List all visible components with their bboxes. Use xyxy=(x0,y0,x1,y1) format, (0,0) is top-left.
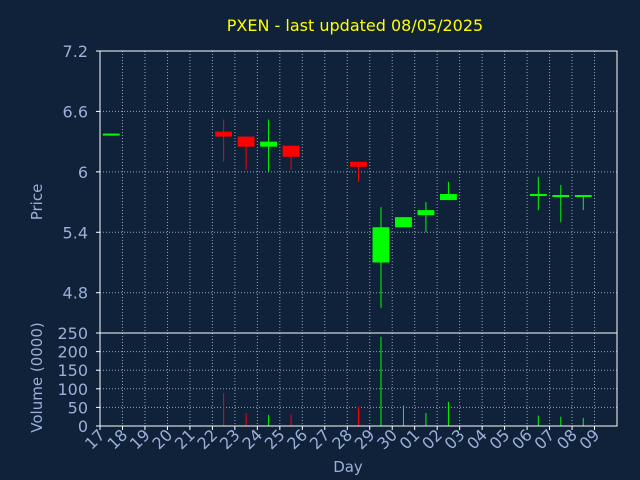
candle-body-25 xyxy=(282,145,300,157)
volume-tick-label: 150 xyxy=(57,361,88,380)
price-grid xyxy=(100,51,617,333)
candle-body-17 xyxy=(102,133,120,136)
volume-tick-label: 50 xyxy=(68,398,88,417)
candle-body-30 xyxy=(395,217,412,228)
candle-body-22 xyxy=(215,131,233,137)
price-panel-frame xyxy=(99,50,618,334)
x-tick-label: 09 xyxy=(576,425,604,453)
volume-tick-label: 100 xyxy=(57,380,88,399)
candle-body-29 xyxy=(372,227,390,263)
candles xyxy=(102,119,592,308)
candle-body-28 xyxy=(350,161,367,167)
candle-body-24 xyxy=(260,141,278,147)
x-tick-labels: 1718192021222324252627282930010203040506… xyxy=(81,425,603,453)
volume-panel-frame xyxy=(99,332,618,427)
volume-bars xyxy=(223,336,584,426)
price-tick-label: 6 xyxy=(78,163,88,182)
volume-tick-label: 250 xyxy=(57,324,88,343)
candle-body-02 xyxy=(439,194,457,201)
x-axis-label: Day xyxy=(333,458,363,476)
candle-body-01 xyxy=(417,210,435,216)
volume-tick-label: 0 xyxy=(78,417,88,436)
plot-frames xyxy=(99,50,618,427)
candle-body-23 xyxy=(237,136,255,147)
price-axis-label: Price xyxy=(28,184,46,221)
price-tick-label: 4.8 xyxy=(63,284,88,303)
price-tick-label: 5.4 xyxy=(63,223,88,242)
candle-body-08 xyxy=(574,195,592,198)
price-tick-label: 6.6 xyxy=(63,102,88,121)
volume-axis-label: Volume (0000) xyxy=(28,322,46,432)
chart-title: PXEN - last updated 08/05/2025 xyxy=(227,16,483,35)
price-tick-label: 7.2 xyxy=(63,42,88,61)
candle-body-07 xyxy=(552,195,570,198)
candle-body-06 xyxy=(529,194,547,197)
volume-tick-label: 200 xyxy=(57,343,88,362)
price-tick-labels: 7.2 6.6 6 5.4 4.8 xyxy=(63,42,100,303)
